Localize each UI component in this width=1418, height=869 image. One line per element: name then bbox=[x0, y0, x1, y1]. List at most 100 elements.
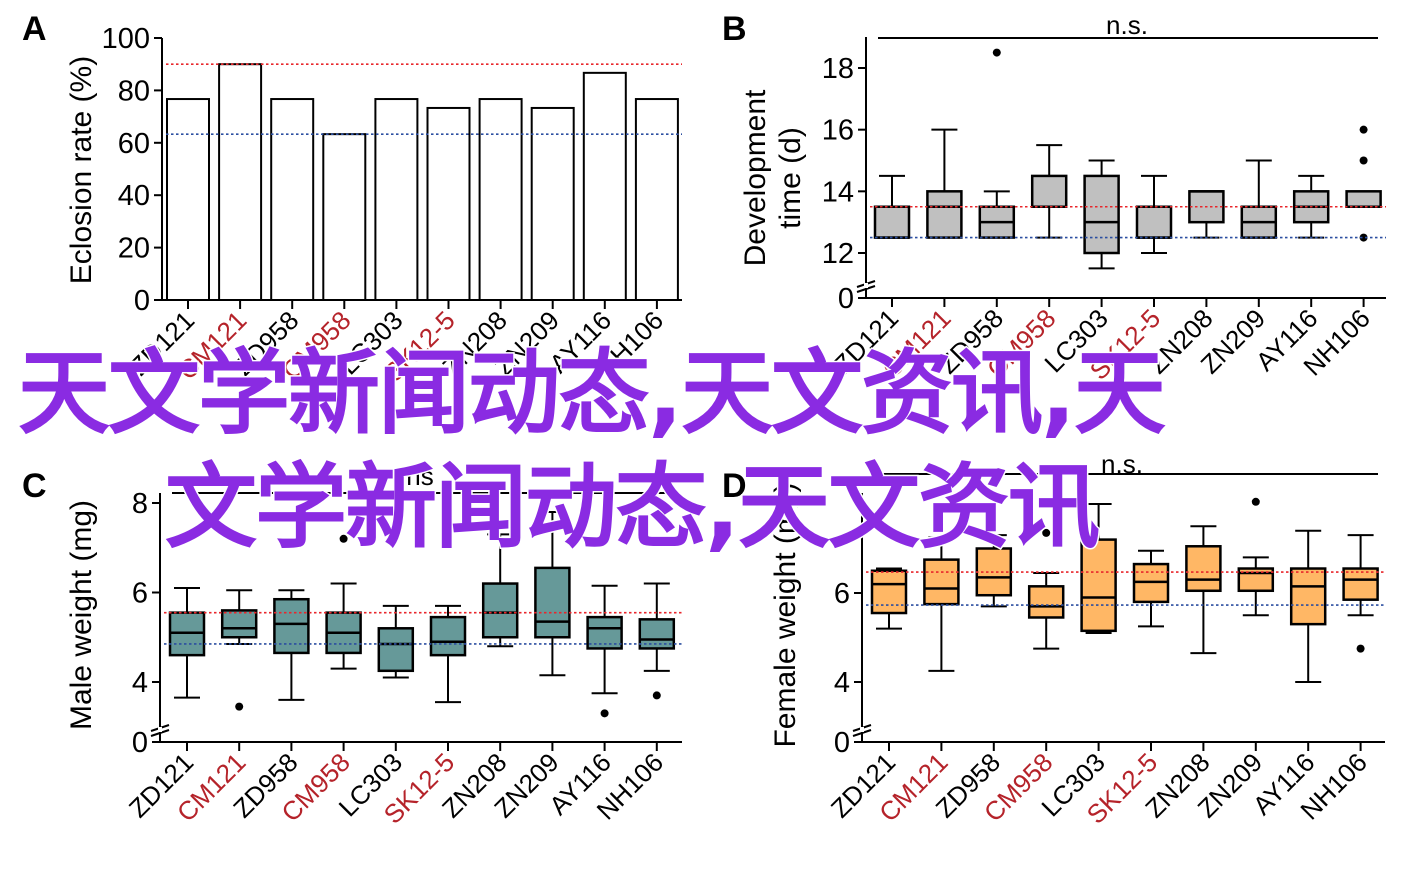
outlier-point bbox=[1359, 233, 1368, 242]
y-tick-label: 12 bbox=[822, 238, 854, 270]
plot-area: 4680ZD121CM121ZD958CM958LC303SK12-5ZN208… bbox=[123, 488, 682, 830]
y-tick-label: 16 bbox=[822, 115, 854, 147]
y-tick-label: 4 bbox=[834, 667, 850, 699]
box bbox=[1289, 567, 1327, 626]
box bbox=[1342, 567, 1379, 601]
box-plot bbox=[1080, 503, 1117, 635]
y-tick-label: 0 bbox=[134, 285, 150, 317]
panel-letter-b: B bbox=[722, 10, 747, 48]
y-tick-label: 60 bbox=[118, 128, 150, 160]
y-axis-label-line1: Development bbox=[739, 89, 772, 266]
box bbox=[1030, 174, 1068, 209]
box bbox=[481, 582, 519, 639]
y-axis-label-line2: time (d) bbox=[774, 127, 807, 229]
box-plot bbox=[1030, 144, 1068, 239]
box-plot bbox=[534, 510, 571, 677]
box bbox=[220, 609, 258, 639]
axis-break-mark bbox=[852, 729, 872, 737]
bar bbox=[530, 106, 575, 302]
axis-break-mark bbox=[150, 729, 170, 737]
plot-area: 121416180ZD121CM121ZD958CM958LC303SK12-5… bbox=[822, 37, 1386, 386]
axis-break-gap bbox=[158, 727, 162, 732]
box-plot bbox=[1342, 534, 1379, 653]
panel-c: C Male weight (mg) ns 4680ZD121CM121ZD95… bbox=[22, 461, 682, 830]
box-plot bbox=[429, 604, 467, 704]
y-tick-label: 4 bbox=[132, 667, 148, 699]
axis-break-gap bbox=[860, 727, 864, 732]
outlier-point bbox=[652, 691, 661, 700]
panel-a: A Eclosion rate (%) 020406080100ZD121CM1… bbox=[22, 10, 682, 388]
box bbox=[926, 190, 963, 239]
y-tick-label: 8 bbox=[132, 488, 148, 520]
box bbox=[1027, 585, 1065, 619]
box-plot bbox=[1237, 497, 1275, 617]
outlier-point bbox=[339, 534, 348, 543]
box bbox=[1185, 545, 1222, 593]
box bbox=[1083, 174, 1120, 255]
box-plot bbox=[168, 587, 206, 699]
box-plot bbox=[1132, 549, 1170, 628]
y-axis-label: Eclosion rate (%) bbox=[65, 56, 98, 284]
outlier-point bbox=[235, 702, 244, 711]
box-plot bbox=[975, 534, 1013, 608]
box-plot bbox=[926, 128, 963, 239]
panel-b: B Development time (d) n.s. 121416180ZD1… bbox=[722, 10, 1386, 386]
y-tick-label: 6 bbox=[132, 578, 148, 610]
box-plot bbox=[1135, 174, 1173, 254]
bar bbox=[166, 98, 210, 301]
outlier-point bbox=[992, 48, 1001, 57]
y-tick-label: 40 bbox=[118, 180, 150, 212]
panel-d: D Female weight (mg) n.s. 460ZD121CM121Z… bbox=[722, 449, 1385, 830]
significance-label: ns bbox=[406, 461, 433, 491]
box bbox=[534, 566, 571, 639]
bar bbox=[322, 133, 367, 301]
y-tick-label: 14 bbox=[822, 176, 854, 208]
plot-area: 020406080100ZD121CM121ZD958CM958LC303SK1… bbox=[102, 23, 682, 388]
box-plot bbox=[978, 48, 1016, 239]
box-plot bbox=[1289, 529, 1327, 683]
box bbox=[1345, 190, 1382, 208]
y-axis-label: Female weight (mg) bbox=[769, 482, 802, 747]
y-tick-label: 100 bbox=[102, 23, 150, 55]
bar bbox=[270, 98, 315, 301]
box bbox=[873, 205, 911, 239]
panel-letter-c: C bbox=[22, 467, 47, 505]
box-plot bbox=[481, 533, 519, 648]
plot-area: 460ZD121CM121ZD958CM958LC303SK12-5ZN208Z… bbox=[825, 473, 1385, 830]
outlier-point bbox=[885, 500, 893, 508]
outlier-point bbox=[600, 709, 609, 718]
box-plot bbox=[1027, 528, 1065, 650]
box-plot bbox=[923, 536, 960, 672]
panel-letter-d: D bbox=[722, 467, 747, 505]
box-plot bbox=[638, 582, 676, 700]
axis-break-mark bbox=[856, 285, 876, 293]
y-tick-label: 20 bbox=[118, 233, 150, 265]
box bbox=[923, 558, 960, 606]
outlier-point bbox=[1359, 125, 1368, 134]
panel-letter-a: A bbox=[22, 10, 47, 48]
y-tick-label-zero: 0 bbox=[834, 727, 850, 759]
box bbox=[1080, 538, 1117, 633]
outlier-point bbox=[1042, 528, 1051, 537]
box-plot bbox=[1185, 525, 1222, 655]
box-plot bbox=[273, 589, 310, 701]
box-plot bbox=[873, 174, 911, 239]
box-plot bbox=[1240, 159, 1278, 239]
y-tick-label: 6 bbox=[834, 578, 850, 610]
box-plot bbox=[1188, 190, 1225, 239]
outlier-point bbox=[1251, 497, 1260, 506]
box bbox=[870, 569, 908, 615]
box-plot bbox=[586, 584, 623, 718]
y-tick-label: 80 bbox=[118, 75, 150, 107]
bar bbox=[478, 98, 523, 301]
box-plot bbox=[377, 604, 415, 679]
bar bbox=[426, 106, 471, 302]
bar bbox=[582, 71, 627, 302]
y-tick-label-zero: 0 bbox=[132, 727, 148, 759]
box-plot bbox=[1345, 125, 1382, 242]
y-tick-label: 18 bbox=[822, 53, 854, 85]
bar bbox=[374, 98, 419, 301]
significance-label: n.s. bbox=[1106, 10, 1148, 40]
y-axis-label: Male weight (mg) bbox=[65, 500, 98, 730]
